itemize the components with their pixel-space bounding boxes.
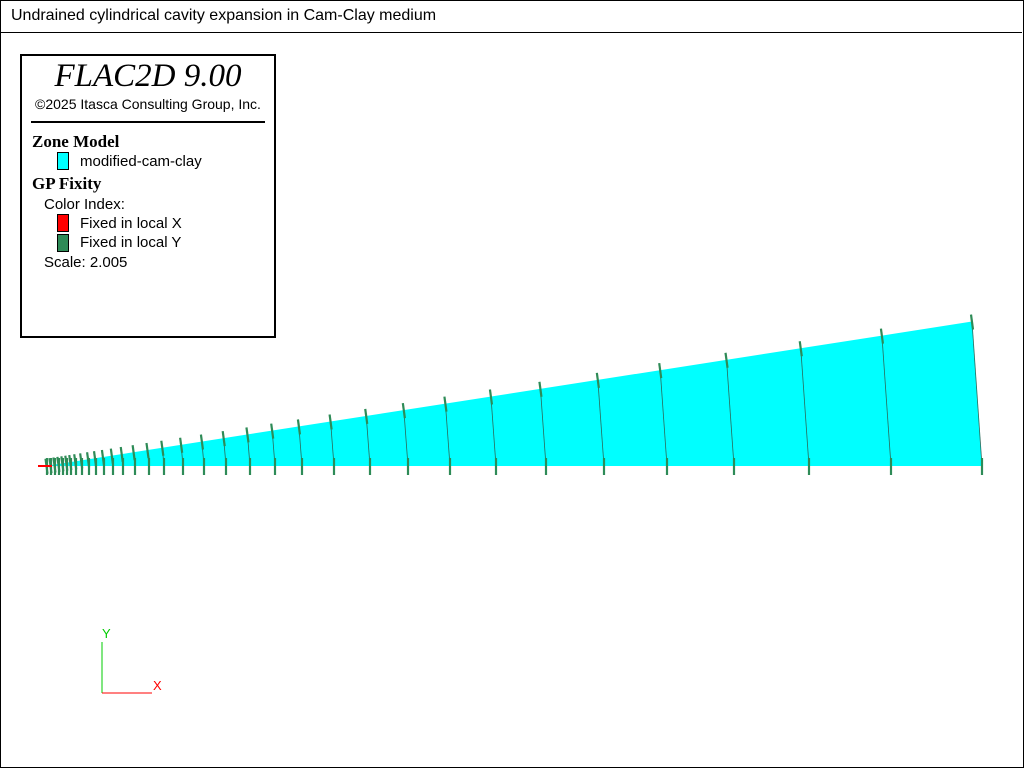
fixed-y-marker bbox=[401, 402, 406, 419]
zone-fill bbox=[45, 321, 982, 466]
fixed-y-marker bbox=[109, 448, 114, 464]
zone-grid-line bbox=[540, 388, 547, 467]
red-swatch-icon bbox=[57, 214, 69, 232]
fixed-y-marker bbox=[798, 341, 803, 357]
fixed-y-marker bbox=[86, 452, 91, 468]
fixed-y-marker bbox=[179, 437, 184, 453]
legend-divider bbox=[31, 121, 265, 123]
fixed-y-marker bbox=[538, 381, 543, 397]
fixed-y-marker bbox=[969, 314, 975, 330]
plot-title: Undrained cylindrical cavity expansion i… bbox=[11, 7, 437, 24]
zone-grid-line bbox=[403, 410, 409, 467]
fixed-y-marker bbox=[79, 453, 84, 469]
fixed-y-marker bbox=[92, 451, 98, 467]
color-index-label: Color Index: bbox=[44, 196, 125, 213]
x-axis-label: X bbox=[153, 678, 162, 693]
fixed-y-marker bbox=[119, 446, 124, 463]
fixed-y-marker bbox=[488, 389, 494, 405]
zone-model-heading: Zone Model bbox=[32, 132, 120, 151]
zone-grid-line bbox=[881, 335, 892, 467]
zone-model-item: modified-cam-clay bbox=[80, 153, 202, 170]
gp-fixity-heading: GP Fixity bbox=[32, 174, 102, 193]
y-axis-label: Y bbox=[102, 626, 111, 641]
fixed-y-marker bbox=[52, 457, 57, 473]
fixed-y-marker bbox=[328, 414, 333, 430]
fixed-y-marker bbox=[364, 408, 369, 425]
fixed-y-marker bbox=[296, 419, 302, 435]
copyright-text: ©2025 Itasca Consulting Group, Inc. bbox=[35, 96, 261, 112]
zone-grid-line bbox=[490, 396, 497, 467]
fixed-y-marker bbox=[68, 454, 73, 471]
legend-panel: FLAC2D 9.00 ©2025 Itasca Consulting Grou… bbox=[20, 54, 276, 338]
fixed-y-marker bbox=[56, 456, 61, 473]
app-title: FLAC2D 9.00 bbox=[54, 58, 242, 94]
zone-grid-line bbox=[800, 348, 810, 467]
axis-triad: Y X bbox=[101, 626, 162, 694]
fixity-item-y: Fixed in local Y bbox=[80, 234, 182, 251]
gp-fixity-markers bbox=[38, 314, 984, 475]
fixed-y-marker bbox=[658, 362, 663, 379]
zone-mesh bbox=[45, 321, 983, 467]
fixed-y-marker bbox=[199, 434, 205, 450]
zone-grid-line bbox=[597, 379, 605, 467]
fixed-y-marker bbox=[221, 431, 226, 447]
fixed-y-marker bbox=[131, 445, 136, 461]
fixed-y-marker bbox=[879, 328, 885, 344]
fixed-y-marker bbox=[595, 372, 600, 389]
fixed-y-marker bbox=[145, 442, 150, 459]
fixed-y-marker bbox=[64, 455, 69, 471]
green-swatch-icon bbox=[57, 234, 69, 252]
zone-grid-line bbox=[659, 370, 668, 467]
fixed-y-marker bbox=[100, 449, 106, 466]
fixed-y-marker bbox=[443, 396, 448, 412]
title-bar: Undrained cylindrical cavity expansion i… bbox=[0, 0, 1022, 33]
fixed-y-marker bbox=[245, 427, 250, 443]
fixed-y-marker bbox=[160, 440, 165, 456]
scale-label: Scale: 2.005 bbox=[44, 254, 128, 271]
fixed-y-marker bbox=[724, 352, 729, 368]
fixed-y-marker bbox=[270, 423, 275, 439]
zone-grid-line bbox=[726, 359, 735, 467]
zone-grid-line bbox=[365, 415, 371, 467]
zone-grid-line bbox=[971, 321, 983, 467]
fixed-y-marker bbox=[60, 456, 65, 472]
fixed-y-marker bbox=[73, 454, 78, 470]
fixity-item-x: Fixed in local X bbox=[80, 215, 182, 232]
zone-grid-line bbox=[445, 403, 451, 467]
cyan-swatch-icon bbox=[57, 152, 69, 170]
